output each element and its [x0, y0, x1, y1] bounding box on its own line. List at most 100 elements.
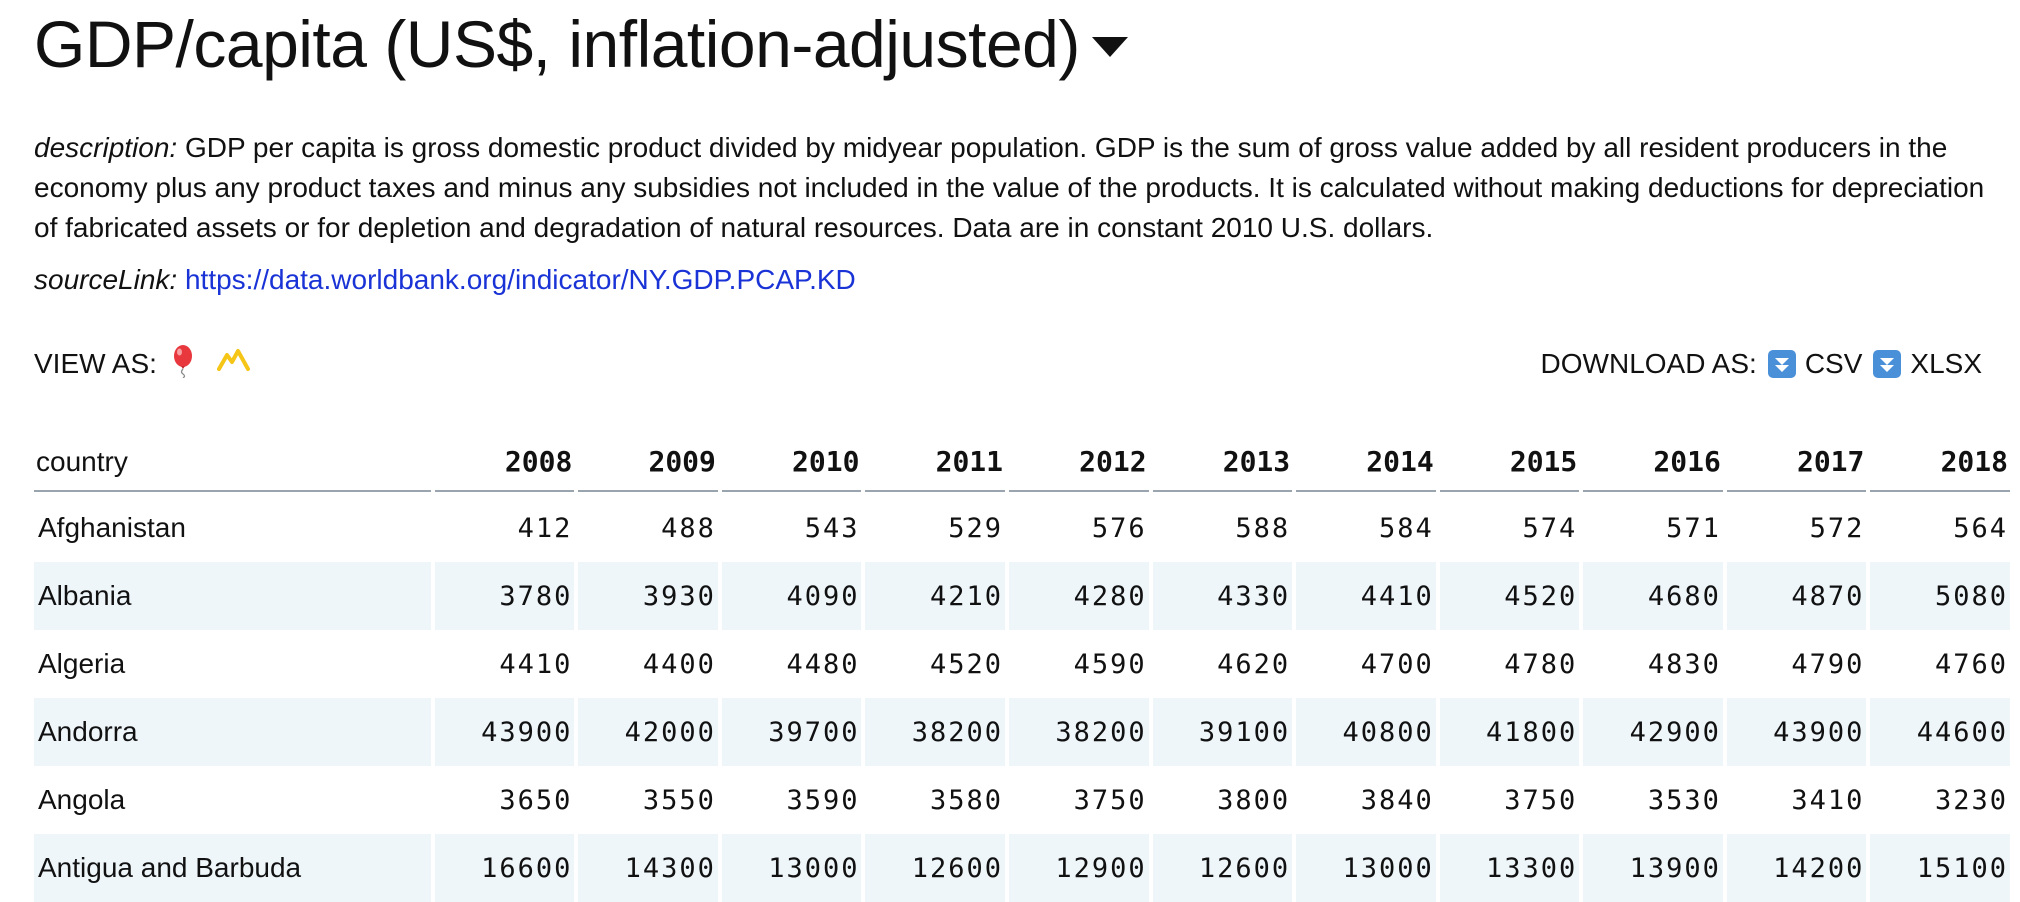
value-cell: 3800 — [1217, 784, 1291, 816]
value-cell: 39700 — [721, 698, 862, 766]
country-cell: Afghanistan — [38, 512, 186, 543]
value-cell: 3750 — [1073, 784, 1147, 816]
value-cell: 38200 — [865, 698, 1006, 766]
column-header-year[interactable]: 2008 — [434, 418, 575, 492]
value-cell: 4410 — [499, 648, 573, 680]
value-cell: 43900 — [1726, 698, 1867, 766]
value-cell: 4790 — [1791, 648, 1865, 680]
column-header-year[interactable]: 2017 — [1726, 418, 1867, 492]
table-row: Andorra 43900 42000 39700 38200 38200 39… — [34, 698, 2010, 766]
value-cell: 571 — [1666, 512, 1721, 544]
download-as-label: DOWNLOAD AS: — [1540, 348, 1757, 379]
value-cell: 3410 — [1791, 784, 1865, 816]
download-csv-label: CSV — [1804, 348, 1863, 379]
description: description: GDP per capita is gross dom… — [34, 128, 1994, 248]
value-cell: 12600 — [865, 834, 1006, 902]
value-cell: 3780 — [434, 562, 575, 630]
value-cell: 4680 — [1583, 562, 1723, 630]
table-header-row: country 2008 2009 2010 2011 2012 2013 20… — [34, 418, 2010, 492]
source-link-label: sourceLink: — [34, 264, 178, 295]
value-cell: 4400 — [642, 648, 716, 680]
value-cell: 3930 — [578, 562, 718, 630]
country-cell: Andorra — [34, 698, 431, 766]
column-header-country[interactable]: country — [34, 418, 431, 492]
value-cell: 572 — [1809, 512, 1865, 544]
value-cell: 588 — [1235, 512, 1291, 544]
value-cell: 15100 — [1870, 834, 2010, 902]
download-xlsx-label: XLSX — [1910, 348, 1982, 379]
value-cell: 584 — [1378, 512, 1434, 544]
column-header-year[interactable]: 2011 — [865, 418, 1006, 492]
column-header-year[interactable]: 2010 — [721, 418, 862, 492]
value-cell: 43900 — [434, 698, 575, 766]
view-as-label: VIEW AS: — [34, 348, 157, 379]
country-cell: Albania — [34, 562, 431, 630]
source-link-row: sourceLink: https://data.worldbank.org/i… — [34, 262, 856, 298]
value-cell: 488 — [661, 512, 716, 544]
title-row: GDP/capita (US$, inflation-adjusted) — [34, 7, 1130, 81]
value-cell: 14200 — [1726, 834, 1867, 902]
column-header-year[interactable]: 2018 — [1870, 418, 2010, 492]
table-row: Albania 3780 3930 4090 4210 4280 4330 44… — [34, 562, 2010, 630]
download-arrow-icon — [1767, 349, 1797, 379]
value-cell: 3840 — [1360, 784, 1434, 816]
value-cell: 564 — [1953, 512, 2008, 544]
column-header-year[interactable]: 2016 — [1583, 418, 1723, 492]
download-as-bar: DOWNLOAD AS: CSV XLSX — [1541, 344, 1982, 384]
table-row: Afghanistan 412 488 543 529 576 588 584 … — [34, 492, 2010, 562]
download-xlsx-button[interactable]: XLSX — [1872, 348, 1982, 380]
download-csv-button[interactable]: CSV — [1767, 348, 1863, 380]
column-header-year[interactable]: 2012 — [1009, 418, 1149, 492]
value-cell: 576 — [1091, 512, 1147, 544]
column-header-year[interactable]: 2013 — [1152, 418, 1293, 492]
value-cell: 4780 — [1504, 648, 1578, 680]
value-cell: 13900 — [1583, 834, 1723, 902]
value-cell: 4090 — [721, 562, 862, 630]
source-link[interactable]: https://data.worldbank.org/indicator/NY.… — [184, 264, 856, 295]
value-cell: 3650 — [499, 784, 573, 816]
value-cell: 5080 — [1870, 562, 2010, 630]
country-cell: Algeria — [38, 648, 126, 679]
value-cell: 3550 — [642, 784, 716, 816]
value-cell: 3530 — [1647, 784, 1721, 816]
column-header-year[interactable]: 2014 — [1296, 418, 1436, 492]
description-label: description: — [34, 132, 178, 163]
value-cell: 4760 — [1934, 648, 2008, 680]
value-cell: 4520 — [1439, 562, 1580, 630]
value-cell: 4210 — [865, 562, 1006, 630]
value-cell: 4520 — [930, 648, 1004, 680]
value-cell: 543 — [804, 512, 860, 544]
value-cell: 13000 — [1296, 834, 1436, 902]
column-header-year[interactable]: 2015 — [1439, 418, 1580, 492]
table-row: Algeria 4410 4400 4480 4520 4590 4620 47… — [34, 630, 2010, 698]
value-cell: 3590 — [786, 784, 860, 816]
data-table: country 2008 2009 2010 2011 2012 2013 20… — [30, 418, 2014, 902]
description-text: GDP per capita is gross domestic product… — [34, 132, 1985, 243]
value-cell: 12900 — [1009, 834, 1149, 902]
value-cell: 412 — [517, 512, 573, 544]
title-dropdown-caret-icon[interactable] — [1090, 33, 1130, 66]
value-cell: 529 — [948, 512, 1004, 544]
value-cell: 14300 — [578, 834, 718, 902]
table-row: Antigua and Barbuda 16600 14300 13000 12… — [34, 834, 2010, 902]
table-row: Angola 3650 3550 3590 3580 3750 3800 384… — [34, 766, 2010, 834]
view-as-bar: VIEW AS: — [34, 344, 251, 384]
value-cell: 4620 — [1217, 648, 1291, 680]
value-cell: 4590 — [1073, 648, 1147, 680]
value-cell: 4410 — [1296, 562, 1436, 630]
value-cell: 39100 — [1152, 698, 1293, 766]
value-cell: 4830 — [1647, 648, 1721, 680]
value-cell: 4700 — [1360, 648, 1434, 680]
value-cell: 42000 — [578, 698, 718, 766]
value-cell: 38200 — [1009, 698, 1149, 766]
value-cell: 4280 — [1009, 562, 1149, 630]
value-cell: 4330 — [1152, 562, 1293, 630]
page-title: GDP/capita (US$, inflation-adjusted) — [34, 7, 1080, 81]
value-cell: 4480 — [786, 648, 860, 680]
value-cell: 3750 — [1504, 784, 1578, 816]
balloon-icon[interactable] — [169, 344, 197, 385]
mountain-chart-icon[interactable] — [216, 347, 251, 382]
value-cell: 40800 — [1296, 698, 1436, 766]
value-cell: 42900 — [1583, 698, 1723, 766]
column-header-year[interactable]: 2009 — [578, 418, 718, 492]
